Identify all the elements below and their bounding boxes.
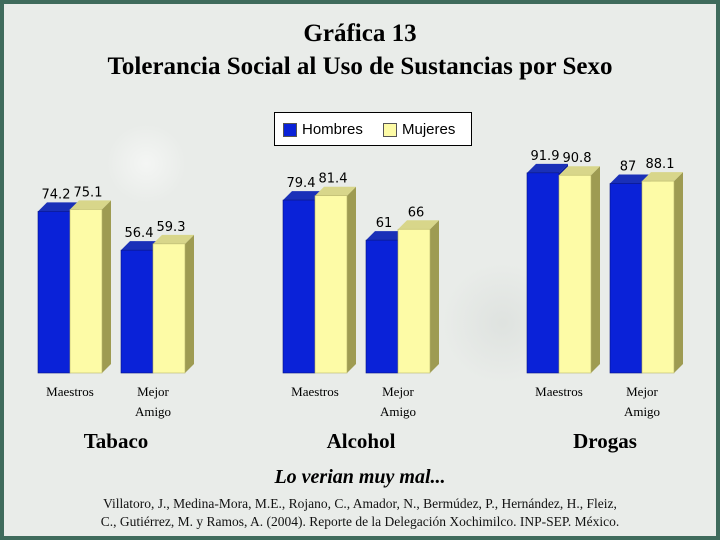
legend-label-hombres: Hombres [302,121,363,138]
bar-side-drogas-1-mujeres [674,172,683,373]
chart-title: Gráfica 13 [303,20,417,47]
bar-top-drogas-1-hombres [610,174,651,184]
legend-swatch-hombres [283,122,297,137]
bar-drogas-0-mujeres [558,174,592,374]
caption: Lo verian muy mal... [274,466,446,488]
bar-side-alcohol-1-mujeres [430,220,439,373]
data-label-drogas-1-hombres: 87 [620,160,637,175]
data-label-tabaco-0-hombres: 74.2 [42,187,71,202]
source-line-2: C., Gutiérrez, M. y Ramos, A. (2004). Re… [100,514,620,529]
source-line-1: Villatoro, J., Medina-Mora, M.E., Rojano… [103,496,617,511]
bar-alcohol-0-mujeres [314,195,348,374]
data-label-drogas-1-mujeres: 88.1 [646,157,675,172]
bar-top-drogas-0-mujeres [559,166,600,176]
category-label-tabaco-0-0: Maestros [46,384,94,399]
data-label-alcohol-1-hombres: 61 [376,216,393,231]
bar-top-tabaco-1-mujeres [153,234,194,244]
data-label-drogas-0-hombres: 91.9 [531,149,560,164]
bar-tabaco-0-mujeres [69,209,103,374]
data-label-alcohol-0-mujeres: 81.4 [319,172,348,187]
legend: Hombres Mujeres [274,112,472,146]
bar-side-alcohol-0-mujeres [347,186,356,373]
category-label-tabaco-1-1: Amigo [135,404,171,419]
data-label-tabaco-0-mujeres: 75.1 [74,185,103,200]
bar-side-tabaco-1-mujeres [185,234,194,373]
group-label-alcohol: Alcohol [327,429,396,453]
category-label-alcohol-0-0: Maestros [291,384,339,399]
bar-drogas-1-hombres [609,183,643,374]
legend-swatch-mujeres [383,122,397,137]
bar-drogas-0-hombres [526,172,560,374]
chart-subtitle: Tolerancia Social al Uso de Sustancias p… [107,53,613,80]
bar-alcohol-0-hombres [282,199,316,374]
bar-tabaco-1-hombres [120,249,154,374]
legend-item-hombres: Hombres [283,121,363,138]
legend-item-mujeres: Mujeres [383,121,455,138]
category-label-drogas-1-0: Mejor [626,384,658,399]
source-citation: Villatoro, J., Medina-Mora, M.E., Rojano… [0,495,720,531]
bar-top-drogas-1-mujeres [642,172,683,182]
category-label-alcohol-1-0: Mejor [382,384,414,399]
bar-top-alcohol-0-hombres [283,191,324,201]
bar-top-alcohol-0-mujeres [315,186,356,196]
bar-drogas-1-mujeres [641,180,675,374]
group-label-drogas: Drogas [573,429,637,453]
bar-side-drogas-0-mujeres [591,166,600,373]
category-label-tabaco-1-0: Mejor [137,384,169,399]
category-label-drogas-1-1: Amigo [624,404,660,419]
bar-tabaco-1-mujeres [152,243,186,374]
category-label-drogas-0-0: Maestros [535,384,583,399]
bar-tabaco-0-hombres [37,211,71,374]
data-label-tabaco-1-hombres: 56.4 [125,226,154,241]
group-label-tabaco: Tabaco [84,429,149,453]
data-label-alcohol-1-mujeres: 66 [408,205,425,220]
bar-top-tabaco-0-hombres [38,202,79,212]
bar-top-tabaco-1-hombres [121,241,162,251]
data-label-tabaco-1-mujeres: 59.3 [157,220,186,235]
category-label-alcohol-1-1: Amigo [380,404,416,419]
bar-side-tabaco-0-mujeres [102,200,111,373]
bar-top-alcohol-1-mujeres [398,220,439,230]
bar-top-tabaco-0-mujeres [70,200,111,210]
data-label-alcohol-0-hombres: 79.4 [287,176,316,191]
bar-top-drogas-0-hombres [527,163,568,173]
bar-top-alcohol-1-hombres [366,231,407,241]
data-label-drogas-0-mujeres: 90.8 [563,151,592,166]
bar-alcohol-1-mujeres [397,228,431,374]
bar-alcohol-1-hombres [365,239,399,374]
legend-label-mujeres: Mujeres [402,121,456,138]
